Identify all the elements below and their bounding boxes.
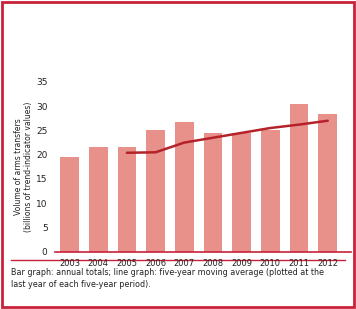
Bar bbox=[318, 114, 337, 252]
Bar bbox=[175, 122, 194, 252]
Y-axis label: Volume of arms transfers
(billions of trend-indicator values): Volume of arms transfers (billions of tr… bbox=[14, 102, 33, 232]
Bar bbox=[261, 130, 280, 252]
Bar bbox=[232, 133, 251, 252]
Text: MAJOR ARMS, 2003–2012: MAJOR ARMS, 2003–2012 bbox=[14, 52, 222, 67]
Bar bbox=[60, 157, 79, 252]
Bar bbox=[89, 147, 108, 252]
Text: Bar graph: annual totals; line graph: five-year moving average (plotted at the
l: Bar graph: annual totals; line graph: fi… bbox=[11, 268, 324, 289]
Text: THE TREND IN TRANSFERS OF: THE TREND IN TRANSFERS OF bbox=[14, 15, 261, 30]
Bar bbox=[146, 130, 165, 252]
Bar bbox=[290, 104, 308, 252]
Bar bbox=[117, 147, 136, 252]
Bar bbox=[204, 133, 222, 252]
